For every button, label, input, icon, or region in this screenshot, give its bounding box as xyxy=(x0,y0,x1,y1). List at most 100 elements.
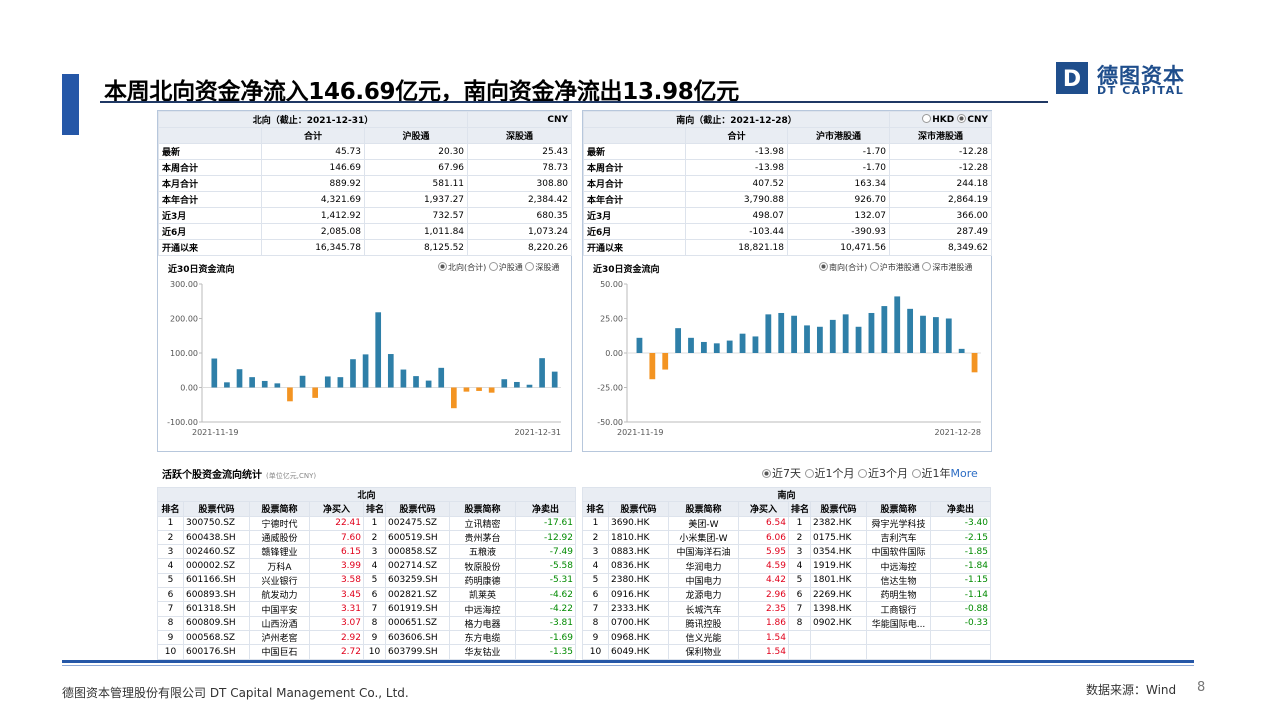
currency-hkd[interactable]: HKD xyxy=(932,115,955,125)
south-series-selector[interactable]: 南向(合计) 沪市港股通 深市港股通 xyxy=(819,262,972,273)
chart-bar[interactable] xyxy=(274,383,281,388)
chart-bar[interactable] xyxy=(700,341,707,353)
chart-bar[interactable] xyxy=(261,380,268,388)
radio-icon[interactable] xyxy=(525,262,535,271)
radio-icon[interactable] xyxy=(488,262,498,271)
chart-bar[interactable] xyxy=(451,387,457,409)
chart-bar[interactable] xyxy=(971,353,978,373)
chart-bar[interactable] xyxy=(791,315,798,353)
period-1y[interactable]: 近1年 xyxy=(921,467,951,480)
chart-bar[interactable] xyxy=(688,337,694,353)
chart-bar[interactable] xyxy=(894,296,901,353)
chart-bar[interactable] xyxy=(425,380,432,388)
chart-bar[interactable] xyxy=(387,354,394,388)
chart-bar[interactable] xyxy=(636,337,643,353)
chart-bar[interactable] xyxy=(752,336,759,353)
row-value: 20.30 xyxy=(363,143,469,160)
chart-bar[interactable] xyxy=(324,376,331,388)
chart-bar[interactable] xyxy=(299,375,306,388)
chart-bar[interactable] xyxy=(476,387,482,391)
period-selector[interactable]: 近7天 近1个月 近3个月 近1年More xyxy=(762,465,978,481)
chart-bar[interactable] xyxy=(211,358,218,388)
radio-icon[interactable] xyxy=(438,262,447,271)
radio-icon[interactable] xyxy=(819,262,828,271)
chart-bar[interactable] xyxy=(726,340,733,353)
chart-bar[interactable] xyxy=(551,371,558,388)
radio-icon[interactable] xyxy=(911,469,921,478)
chart-bar[interactable] xyxy=(868,312,875,353)
radio-icon[interactable] xyxy=(957,114,967,123)
south-opt-total[interactable]: 南向(合计) xyxy=(829,263,868,272)
chart-bar[interactable] xyxy=(842,314,849,353)
table-cell: 10 xyxy=(582,644,609,660)
period-3m[interactable]: 近3个月 xyxy=(868,467,908,480)
chart-bar[interactable] xyxy=(312,387,318,398)
x-start-label: 2021-11-19 xyxy=(617,428,664,437)
chart-bar[interactable] xyxy=(488,387,495,393)
row-value: 2,085.08 xyxy=(261,223,365,240)
chart-bar[interactable] xyxy=(739,333,746,353)
north-panel: 北向（截止：2021-12-31） CNY 合计 沪股通 深股通 最新 45.73… xyxy=(157,110,573,452)
radio-icon[interactable] xyxy=(869,262,879,271)
radio-icon[interactable] xyxy=(858,469,867,478)
chart-bar[interactable] xyxy=(350,359,356,388)
chart-bar[interactable] xyxy=(287,387,293,402)
chart-bar[interactable] xyxy=(236,369,243,388)
radio-icon[interactable] xyxy=(804,469,814,478)
chart-bar[interactable] xyxy=(337,377,344,388)
more-link[interactable]: More xyxy=(950,467,978,480)
period-1m[interactable]: 近1个月 xyxy=(814,467,855,480)
chart-bar[interactable] xyxy=(855,326,862,353)
chart-bar[interactable] xyxy=(945,318,952,354)
chart-bar[interactable] xyxy=(765,314,772,353)
chart-bar[interactable] xyxy=(224,382,230,388)
chart-bar[interactable] xyxy=(400,369,407,388)
chart-bar[interactable] xyxy=(249,377,255,388)
currency-cny[interactable]: CNY xyxy=(967,115,989,125)
chart-bar[interactable] xyxy=(778,312,785,353)
table-row: 3 0883.HK 中国海洋石油 5.95 3 0354.HK 中国软件国际 -1.85 xyxy=(582,544,992,560)
summary-row: 近3月 498.07 132.07 366.00 xyxy=(583,207,993,224)
north-opt-sz[interactable]: 深股通 xyxy=(535,263,560,272)
north-opt-sh[interactable]: 沪股通 xyxy=(498,263,523,272)
table-cell: 中远海控 xyxy=(449,601,516,617)
chart-bar[interactable] xyxy=(932,317,939,353)
chart-bar[interactable] xyxy=(829,319,836,353)
table-cell: 0902.HK xyxy=(810,615,867,631)
chart-bar[interactable] xyxy=(804,325,810,353)
chart-bar[interactable] xyxy=(907,308,914,353)
chart-bar[interactable] xyxy=(675,328,682,353)
chart-bar[interactable] xyxy=(375,312,382,388)
table-cell: 4.42 xyxy=(738,572,789,589)
x-end-label: 2021-12-31 xyxy=(515,428,562,437)
chart-bar[interactable] xyxy=(958,348,965,353)
chart-bar[interactable] xyxy=(463,387,470,392)
chart-bar[interactable] xyxy=(514,381,520,388)
chart-bar[interactable] xyxy=(526,384,533,388)
chart-bar[interactable] xyxy=(881,306,888,353)
south-chart-title: 近30日资金流向 xyxy=(593,265,660,275)
radio-icon[interactable] xyxy=(922,114,932,123)
summary-row: 最新 -13.98 -1.70 -12.28 xyxy=(583,143,993,160)
chart-bar[interactable] xyxy=(662,353,669,370)
chart-bar[interactable] xyxy=(501,379,508,388)
table-cell: 万科A xyxy=(249,558,310,574)
north-series-selector[interactable]: 北向(合计) 沪股通 深股通 xyxy=(438,262,559,273)
chart-bar[interactable] xyxy=(816,326,823,353)
south-opt-sh[interactable]: 沪市港股通 xyxy=(879,263,920,272)
period-7d[interactable]: 近7天 xyxy=(772,467,801,480)
radio-icon[interactable] xyxy=(762,469,771,478)
chart-bar[interactable] xyxy=(438,367,445,388)
radio-icon[interactable] xyxy=(922,262,932,271)
south-opt-sz[interactable]: 深市港股通 xyxy=(932,263,973,272)
north-opt-total[interactable]: 北向(合计) xyxy=(448,263,487,272)
chart-bar[interactable] xyxy=(649,353,656,380)
table-cell: 300750.SZ xyxy=(183,515,250,531)
chart-bar[interactable] xyxy=(362,354,369,388)
south-currency-toggle[interactable]: HKD CNY xyxy=(889,111,993,128)
table-cell: 五粮液 xyxy=(449,544,516,560)
chart-bar[interactable] xyxy=(713,343,720,353)
chart-bar[interactable] xyxy=(539,358,545,388)
chart-bar[interactable] xyxy=(920,315,926,353)
chart-bar[interactable] xyxy=(413,376,419,388)
